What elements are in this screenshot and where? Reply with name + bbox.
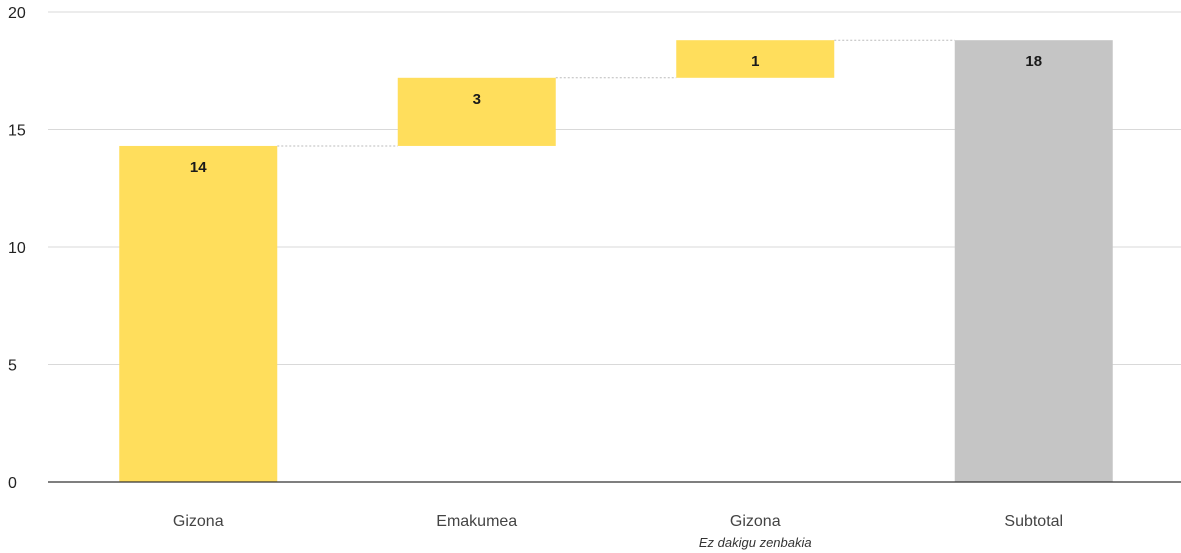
x-axis-categories: Gizona Emakumea Gizona Ez dakigu zenbakia Su…	[173, 513, 1063, 550]
data-labels: 14 3 1 18	[190, 53, 1042, 176]
bar-value-label: 18	[1025, 53, 1042, 70]
y-tick-label: 15	[8, 123, 26, 140]
y-axis-ticks: 0 5 10 15 20	[8, 5, 26, 492]
bar-increase	[676, 40, 835, 78]
bar-total	[954, 40, 1113, 482]
y-tick-label: 0	[8, 475, 17, 492]
bar-value-label: 3	[473, 91, 481, 108]
connector-lines	[277, 39, 955, 147]
bars	[119, 40, 1113, 482]
bar-value-label: 14	[190, 159, 207, 176]
x-category-label: Subtotal	[1004, 513, 1063, 530]
bar-increase	[397, 77, 556, 146]
x-category-label: Emakumea	[436, 513, 517, 530]
y-tick-label: 5	[8, 358, 17, 375]
bar-increase	[119, 145, 278, 482]
y-tick-label: 10	[8, 240, 26, 257]
bar-value-label: 1	[751, 53, 759, 70]
x-category-label: Gizona	[173, 513, 224, 530]
y-tick-label: 20	[8, 5, 26, 22]
x-category-sublabel: Ez dakigu zenbakia	[699, 535, 812, 550]
x-category-label: Gizona	[730, 513, 781, 530]
